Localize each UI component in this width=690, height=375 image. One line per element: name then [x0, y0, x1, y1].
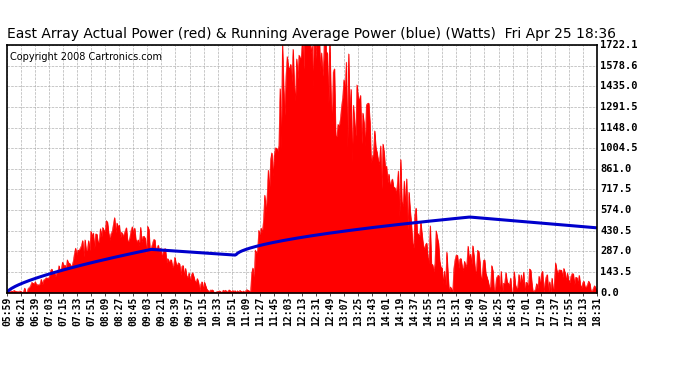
Text: 1291.5: 1291.5: [600, 102, 638, 112]
Text: 1148.0: 1148.0: [600, 123, 638, 132]
Text: 1722.1: 1722.1: [600, 40, 638, 50]
Text: 0.0: 0.0: [600, 288, 619, 297]
Text: 861.0: 861.0: [600, 164, 631, 174]
Text: 717.5: 717.5: [600, 184, 631, 194]
Text: East Array Actual Power (red) & Running Average Power (blue) (Watts)  Fri Apr 25: East Array Actual Power (red) & Running …: [7, 27, 616, 41]
Text: 1578.6: 1578.6: [600, 61, 638, 70]
Text: Copyright 2008 Cartronics.com: Copyright 2008 Cartronics.com: [10, 53, 162, 62]
Text: 574.0: 574.0: [600, 205, 631, 215]
Text: 430.5: 430.5: [600, 226, 631, 236]
Text: 1435.0: 1435.0: [600, 81, 638, 91]
Text: 143.5: 143.5: [600, 267, 631, 277]
Text: 287.0: 287.0: [600, 246, 631, 256]
Text: 1004.5: 1004.5: [600, 143, 638, 153]
